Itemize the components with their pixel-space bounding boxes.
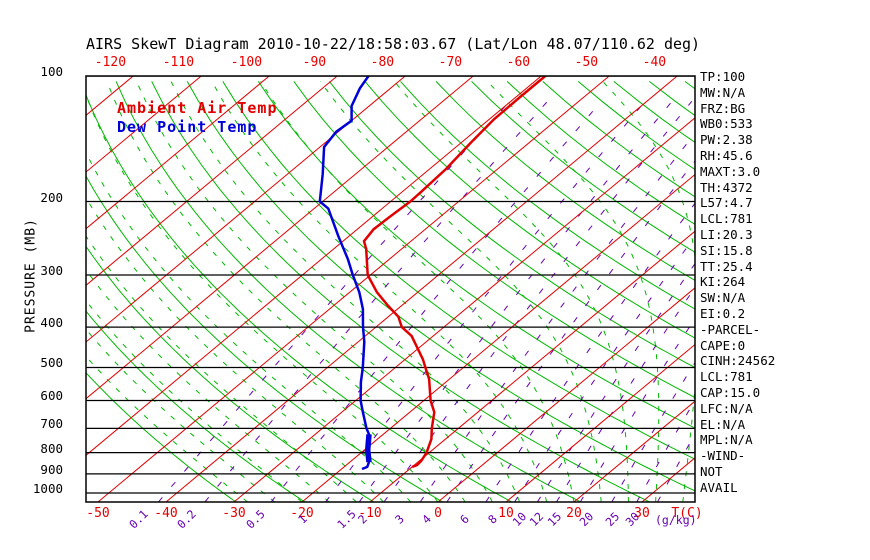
bottom-temp-tick-label: 30 — [634, 506, 650, 521]
sounding-index-item: CAP:15.0 — [700, 385, 761, 400]
top-temp-tick-label: -60 — [506, 55, 531, 70]
pressure-tick-label: 500 — [40, 355, 63, 371]
temp-axis-unit-label: T(C) — [671, 506, 703, 521]
page-title: AIRS SkewT Diagram 2010-10-22/18:58:03.6… — [86, 35, 701, 53]
sounding-index-item: SW:N/A — [700, 290, 746, 306]
sounding-index-item: TH:4372 — [700, 179, 753, 195]
legend-ambient-air-temp: Ambient Air Temp — [117, 99, 278, 117]
sounding-index-item: AVAIL — [700, 479, 738, 495]
bottom-temp-tick-label: -20 — [290, 506, 314, 521]
sounding-index-item: TT:25.4 — [700, 258, 753, 274]
pressure-tick-label: 700 — [40, 416, 63, 432]
top-temp-tick-label: -40 — [642, 55, 667, 70]
pressure-tick-label: 600 — [40, 388, 63, 404]
pressure-tick-label: 100 — [40, 64, 63, 79]
sounding-index-item: PW:2.38 — [700, 132, 753, 148]
sounding-index-item: LCL:781 — [700, 211, 753, 227]
sounding-index-item: MAXT:3.0 — [700, 163, 761, 179]
top-temp-tick-label: -120 — [94, 55, 127, 70]
mixing-ratio-unit-label: (g/kg) — [655, 513, 697, 527]
sounding-index-item: CINH:24562 — [700, 353, 776, 369]
sounding-index-item: LI:20.3 — [700, 227, 753, 242]
sounding-index-item: L57:4.7 — [700, 195, 753, 211]
top-temp-tick-label: -110 — [162, 55, 195, 70]
sounding-index-item: TP:100 — [700, 69, 746, 84]
bottom-temp-tick-label: 20 — [566, 506, 582, 521]
top-temp-tick-label: -80 — [370, 55, 395, 70]
bottom-temp-tick-label: 10 — [498, 506, 514, 521]
ambient-temp-profile — [362, 76, 547, 469]
sounding-index-item: SI:15.8 — [700, 242, 753, 258]
top-temp-tick-label: -90 — [302, 55, 327, 70]
plot-grid — [86, 76, 695, 502]
sounding-index-item: -PARCEL- — [700, 321, 761, 337]
pressure-tick-label: 200 — [40, 189, 63, 205]
sounding-index-item: -WIND- — [700, 448, 746, 464]
sounding-index-item: WB0:533 — [700, 116, 753, 132]
bottom-temp-tick-label: -10 — [358, 506, 382, 521]
sounding-index-item: CAPE:0 — [700, 337, 746, 353]
legend-dew-point-temp: Dew Point Temp — [117, 118, 258, 136]
bottom-temp-tick-label: -30 — [222, 506, 246, 521]
top-temp-tick-label: -50 — [574, 55, 599, 70]
pressure-tick-label: 300 — [40, 262, 63, 278]
sounding-index-item: LFC:N/A — [700, 400, 753, 416]
pressure-tick-label: 400 — [40, 315, 63, 331]
pressure-tick-label: 800 — [40, 440, 63, 456]
top-temp-tick-label: -70 — [438, 55, 463, 70]
pressure-tick-label: 1000 — [32, 481, 63, 496]
sounding-index-item: RH:45.6 — [700, 148, 753, 163]
top-temp-tick-label: -100 — [230, 55, 263, 70]
sounding-index-item: MW:N/A — [700, 84, 746, 100]
plot-frame — [85, 75, 696, 503]
bottom-temp-tick-label: -40 — [154, 506, 178, 521]
pressure-tick-label: 900 — [40, 461, 63, 477]
sounding-index-item: KI:264 — [700, 274, 746, 290]
sounding-index-item: FRZ:BG — [700, 100, 746, 116]
bottom-temp-tick-label: 0 — [434, 506, 442, 521]
dewpoint-profile — [318, 76, 371, 471]
sounding-index-item: NOT — [700, 464, 723, 479]
sounding-index-item: LCL:781 — [700, 369, 753, 385]
sounding-index-item: EI:0.2 — [700, 306, 746, 321]
sounding-index-item: MPL:N/A — [700, 432, 753, 448]
bottom-temp-tick-label: -50 — [86, 506, 110, 521]
sounding-index-item: EL:N/A — [700, 416, 746, 432]
